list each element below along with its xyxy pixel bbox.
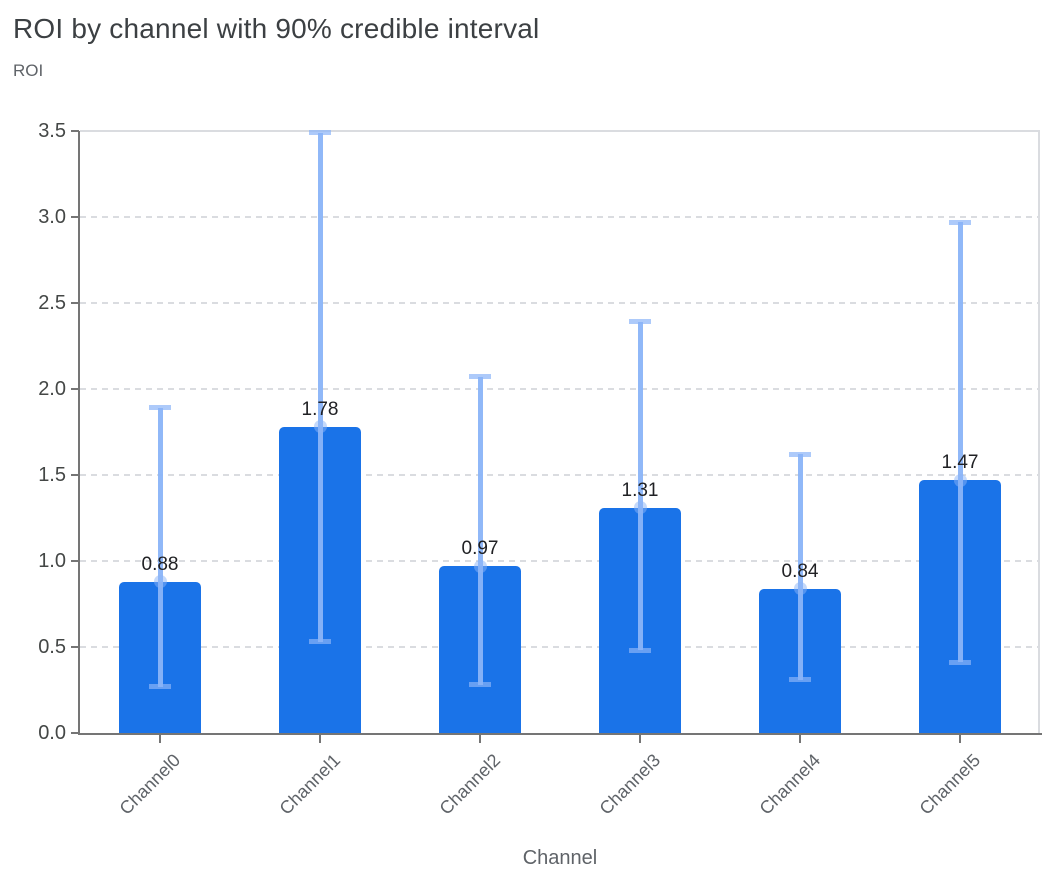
gridline [80,560,1040,562]
credible-interval-upper-cap [789,451,811,457]
x-tick-label: Channel2 [435,750,505,819]
credible-interval-stem [157,407,163,687]
bar-value-label: 0.88 [141,553,179,575]
bar-value-label: 1.47 [941,452,979,474]
gridline [80,216,1040,218]
y-axis-tick [71,130,79,132]
y-tick-label: 3.5 [38,120,66,142]
credible-interval-upper-cap [309,130,331,136]
credible-interval-stem [957,222,963,663]
bar-value-label: 0.97 [461,538,499,560]
gridline [80,388,1040,390]
y-axis-tick [71,302,79,304]
gridline [80,474,1040,476]
credible-interval-upper-cap [469,374,491,380]
mean-point-marker [313,420,327,434]
x-tick-label: Channel4 [755,750,825,819]
x-axis-tick [159,735,161,743]
credible-interval-lower-cap [949,659,971,665]
credible-interval-lower-cap [149,684,171,690]
credible-interval-stem [317,132,323,642]
x-axis-tick [639,735,641,743]
x-tick-label: Channel1 [275,750,345,819]
bar-value-label: 1.31 [621,479,659,501]
mean-point-marker [153,575,167,589]
credible-interval-lower-cap [469,682,491,688]
y-tick-label: 2.0 [38,378,66,400]
gridline [80,130,1040,132]
bar-value-label: 1.78 [301,398,339,420]
plot-right-border [1038,131,1040,733]
y-tick-label: 2.5 [38,292,66,314]
y-tick-label: 0.5 [38,636,66,658]
y-axis-tick [71,560,79,562]
bar-value-label: 0.84 [781,560,819,582]
x-tick-label: Channel0 [115,750,185,819]
credible-interval-lower-cap [789,677,811,683]
x-axis-tick [479,735,481,743]
y-tick-label: 1.5 [38,464,66,486]
plot-area: 0.88 1.78 0.97 1.31 0.84 1.47 [78,130,1042,735]
gridline [80,302,1040,304]
credible-interval-stem [637,321,643,651]
y-tick-label: 3.0 [38,206,66,228]
credible-interval-upper-cap [629,319,651,325]
x-axis-tick [799,735,801,743]
y-tick-label: 0.0 [38,722,66,744]
y-axis-title: ROI [13,61,44,80]
mean-point-marker [633,501,647,515]
credible-interval-upper-cap [149,405,171,411]
mean-point-marker [473,559,487,573]
y-axis-tick [71,388,79,390]
mean-point-marker [793,582,807,596]
x-axis-tick [319,735,321,743]
x-axis-tick [959,735,961,743]
x-axis-title: Channel [522,847,598,869]
chart-title: ROI by channel with 90% credible interva… [13,13,540,44]
credible-interval-stem [797,454,803,680]
x-tick-label: Channel3 [595,750,665,819]
credible-interval-lower-cap [629,647,651,653]
y-axis-tick [71,732,79,734]
y-axis-tick [71,646,79,648]
x-tick-label: Channel5 [915,750,985,819]
mean-point-marker [953,473,967,487]
credible-interval-upper-cap [949,219,971,225]
credible-interval-lower-cap [309,639,331,645]
credible-interval-stem [477,376,483,685]
y-tick-label: 1.0 [38,550,66,572]
y-axis-line [78,131,80,735]
gridline [80,646,1040,648]
y-axis-tick [71,216,79,218]
x-axis-line [78,733,1042,735]
y-axis-tick [71,474,79,476]
